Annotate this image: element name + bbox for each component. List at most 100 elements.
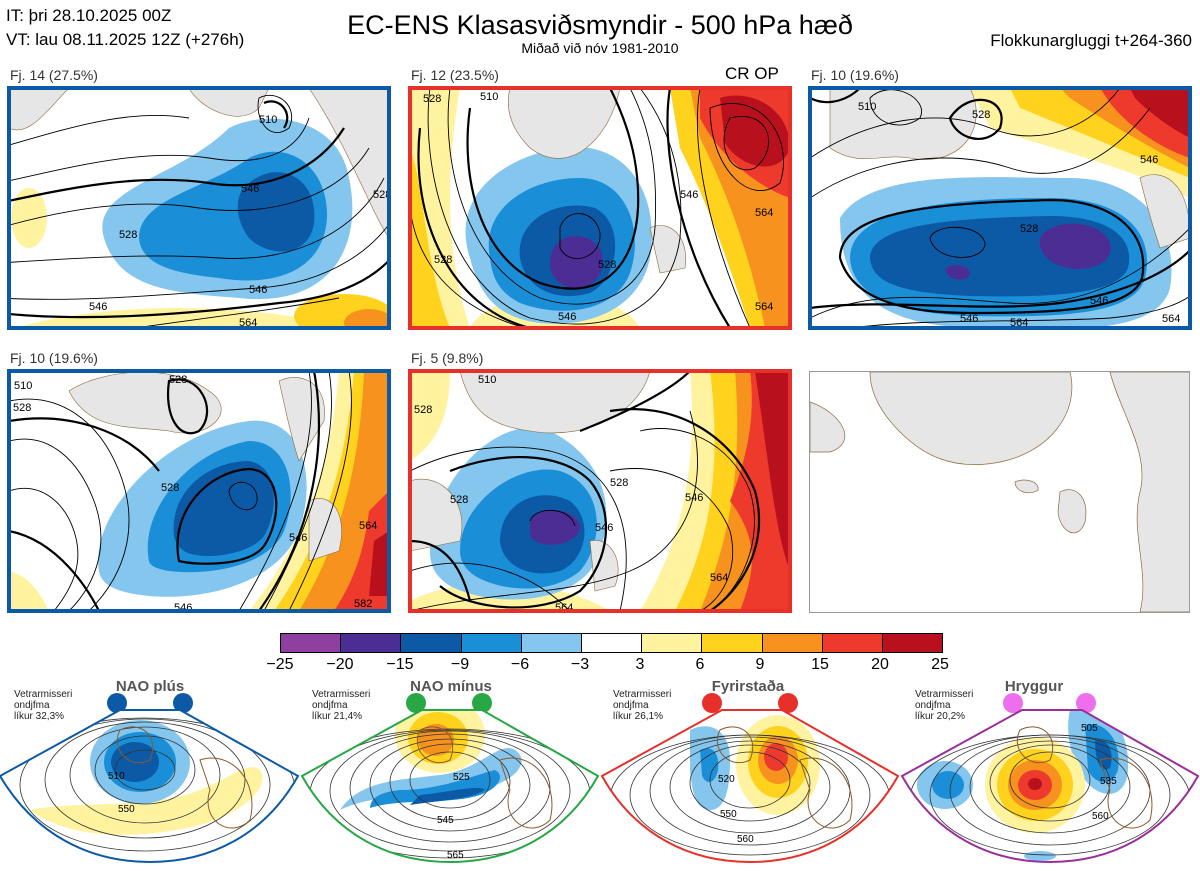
valid-time: VT: lau 08.11.2025 12Z (+276h) [6,30,245,49]
contour-label: 528 [610,477,628,489]
regime-4-dot-left [1003,693,1023,713]
regime-2-dot-right [472,693,492,713]
contour-label: 546 [89,301,107,313]
colorbar-tick: 20 [871,656,889,673]
svg-text:545: 545 [437,815,454,826]
contour-label: 528 [414,404,432,416]
contour-label: 528 [119,229,137,241]
colorbar-tick: 25 [931,656,949,673]
cluster-map-3: 510 528 528 546 546 564 546 564 [810,88,1190,328]
regime-1-title: NAO plús [115,678,185,695]
contour-label: 528 [169,374,187,386]
regime-1-map: 510 550 [0,709,300,864]
regime-4-dot-right [1076,693,1096,713]
panel-2-tag: CR OP [725,64,779,83]
panel-2-label: Fj. 12 (23.5%) [411,67,499,83]
regime-3-note: Vetrarmisseri ondjfma líkur 26,1% [613,689,672,722]
contour-label: 528 [13,402,31,414]
cluster-map-3-border [808,86,1192,330]
panel-4-label: Fj. 10 (19.6%) [10,350,98,366]
colorbar-tick: −6 [510,656,530,673]
cluster-map-2-border [408,86,792,330]
colorbar-tick: 6 [695,656,705,673]
colorbar [280,633,943,653]
contour-label: 546 [1090,295,1108,307]
contour-label: 546 [249,284,267,296]
contour-label: 564 [755,301,773,313]
contour-label: 528 [1020,223,1038,235]
svg-text:560: 560 [1092,811,1109,822]
cluster-map-1: 510 546 528 546 546 564 528 [9,88,389,328]
contour-label: 510 [14,380,32,392]
colorbar-tick: 9 [755,656,765,673]
contour-label: 510 [858,101,876,113]
cluster-map-2: 510 528 528 528 546 546 564 564 [410,88,790,328]
contour-label: 546 [960,313,978,325]
contour-label: 528 [972,109,990,121]
svg-text:565: 565 [447,850,464,861]
init-time: IT: þri 28.10.2025 00Z [6,6,172,25]
regime-2-note: Vetrarmisseri ondjfma líkur 21,4% [312,689,371,722]
panel-3-label: Fj. 10 (19.6%) [811,67,899,83]
panel-1-label: Fj. 14 (27.5%) [10,67,98,83]
colorbar-tick: −25 [266,656,294,673]
regime-3-dot-right [778,693,798,713]
contour-label: 564 [1010,317,1028,328]
contour-label: 528 [598,259,616,271]
regime-3-title: Fyrirstaða [711,678,785,695]
map-title: EC-ENS Klasasviðsmyndir - 500 hPa hæð [347,10,853,40]
contour-label: 528 [423,93,441,105]
cluster-map-4: 510 528 528 528 546 564 582 546 [9,371,389,611]
regime-1-dot-right [173,693,193,713]
contour-label: 510 [480,91,498,103]
regime-2-map: 525 545 565 [300,709,600,864]
colorbar-bin [281,634,342,652]
contour-label: 564 [755,207,773,219]
contour-label: 546 [289,532,307,544]
regime-3-dot-left [702,693,722,713]
regime-2-dot-left [406,693,426,713]
contour-label: 546 [1140,154,1158,166]
contour-label: 564 [710,572,728,584]
contour-label: 546 [558,311,576,323]
colorbar-tick: −15 [386,656,414,673]
contour-label: 564 [1162,313,1180,325]
contour-label: 582 [354,598,372,610]
regime-1-dot-left [107,693,127,713]
colorbar-tick: 3 [635,656,645,673]
svg-text:510: 510 [108,771,125,782]
contour-label: 546 [174,602,192,611]
svg-text:550: 550 [720,809,737,820]
colorbar-bin [702,634,763,652]
colorbar-tick: −9 [450,656,470,673]
regime-4-note: Vetrarmisseri ondjfma líkur 20,2% [915,689,974,722]
svg-text:505: 505 [1081,723,1098,734]
contour-label: 546 [241,183,259,195]
colorbar-tick: 15 [811,656,829,673]
colorbar-bin [521,634,582,652]
contour-label: 528 [161,482,179,494]
cluster-map-5: 510 528 528 528 546 546 564 564 [410,371,790,611]
colorbar-bin [822,634,883,652]
classification-window: Flokkunargluggi t+264-360 [990,31,1192,50]
contour-label: 546 [595,522,613,534]
colorbar-tick: −3 [570,656,590,673]
contour-label: 528 [434,254,452,266]
regime-4-title: Hryggur [1004,678,1064,695]
base-map-empty [809,371,1190,613]
cluster-map-1-border [7,86,391,330]
regime-3-map: 520 550 560 [600,709,900,864]
cluster-map-4-border [7,369,391,613]
svg-text:525: 525 [453,772,470,783]
colorbar-bin [581,634,643,652]
contour-label: 528 [373,189,389,201]
svg-text:535: 535 [1100,776,1117,787]
regime-1-note: Vetrarmisseri ondjfma líkur 32,3% [14,689,73,722]
colorbar-bin [341,634,402,652]
contour-label: 564 [555,602,573,611]
contour-label: 564 [359,520,377,532]
colorbar-bin [461,634,522,652]
colorbar-tick: −20 [326,656,354,673]
colorbar-bin [762,634,823,652]
svg-text:520: 520 [718,774,735,785]
